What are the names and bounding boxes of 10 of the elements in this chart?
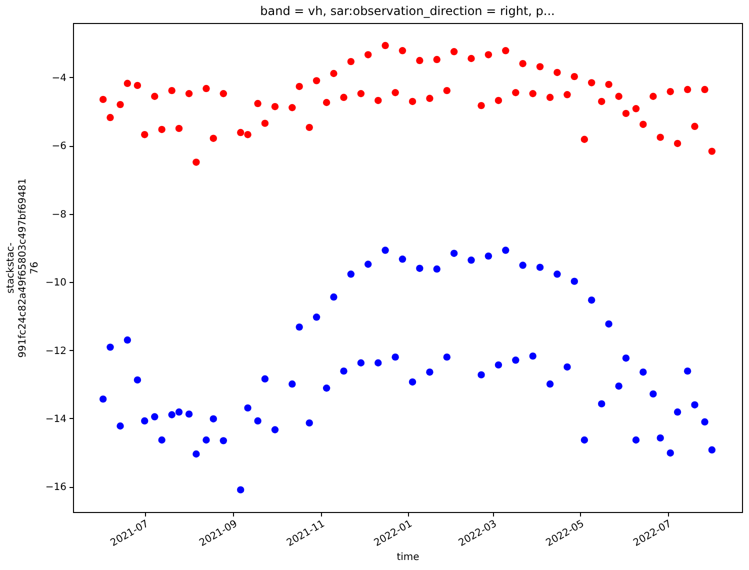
chart-title: band = vh, sar:observation_direction = right, p... xyxy=(260,4,555,18)
y-tick-label: −14 xyxy=(45,414,66,425)
y-tick-label: −4 xyxy=(52,72,66,84)
y-tick-label: −6 xyxy=(52,141,66,152)
y-tick-label: −10 xyxy=(45,278,66,289)
x-axis-title: time xyxy=(396,552,420,564)
y-tick-label: −12 xyxy=(45,346,66,357)
y-tick-label: −16 xyxy=(45,482,66,494)
y-tick-label: −8 xyxy=(52,209,66,220)
y-axis-title: stackstac- 991fc24c82a49f65803c497bf69481 76 xyxy=(5,178,40,358)
